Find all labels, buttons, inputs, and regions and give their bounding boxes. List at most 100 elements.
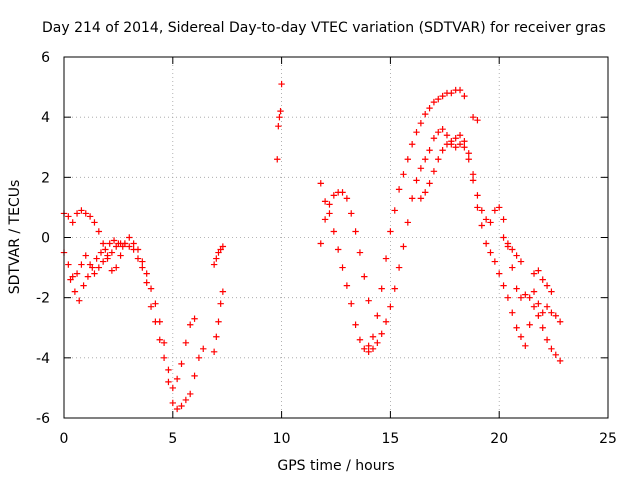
data-point	[387, 303, 394, 310]
data-point	[526, 294, 533, 301]
data-point	[382, 318, 390, 325]
data-point	[215, 318, 222, 325]
data-point	[219, 288, 227, 295]
data-point	[78, 207, 85, 214]
data-point	[99, 258, 107, 265]
data-point	[465, 156, 472, 163]
data-point	[178, 360, 185, 368]
data-point	[500, 282, 507, 289]
data-point	[478, 222, 485, 229]
data-point	[443, 141, 451, 148]
data-point	[187, 321, 194, 328]
data-point	[130, 240, 137, 247]
data-point	[113, 264, 120, 271]
data-point	[500, 216, 507, 223]
data-point	[182, 396, 190, 404]
data-point	[210, 348, 218, 356]
data-point	[535, 312, 542, 319]
data-point	[522, 291, 529, 298]
data-point	[169, 384, 176, 392]
data-point	[426, 147, 433, 154]
data-point	[422, 110, 429, 118]
data-point	[182, 339, 190, 346]
data-point	[522, 342, 529, 349]
data-point	[517, 333, 525, 340]
data-point	[147, 285, 155, 292]
data-point	[548, 288, 555, 295]
data-point	[169, 399, 176, 407]
data-point	[430, 168, 438, 175]
data-point	[543, 303, 551, 310]
data-point	[535, 267, 542, 274]
data-point	[482, 216, 490, 223]
data-point	[400, 243, 407, 250]
data-point	[539, 309, 546, 316]
data-point	[139, 258, 146, 265]
data-point	[119, 243, 126, 250]
data-point	[321, 198, 329, 205]
data-point	[469, 113, 477, 121]
data-point	[422, 156, 429, 163]
data-point	[474, 204, 481, 211]
data-point	[530, 288, 538, 295]
data-point	[352, 228, 359, 235]
x-tick-label: 15	[381, 431, 399, 447]
data-point	[369, 333, 377, 340]
data-point	[82, 210, 89, 217]
data-point	[526, 321, 533, 328]
data-point	[213, 255, 220, 262]
data-points	[60, 80, 564, 413]
data-point	[80, 282, 87, 289]
data-point	[395, 264, 403, 271]
data-point	[108, 249, 116, 256]
data-point	[539, 276, 546, 283]
data-point	[374, 339, 381, 346]
data-point	[97, 249, 105, 256]
data-point	[160, 354, 168, 362]
data-point	[343, 195, 351, 202]
data-point	[452, 135, 459, 142]
data-point	[443, 132, 451, 139]
data-point	[426, 104, 433, 112]
data-point	[461, 138, 468, 145]
chart-title: Day 214 of 2014, Sidereal Day-to-day VTE…	[42, 20, 606, 36]
x-tick-label: 25	[599, 431, 617, 447]
data-point	[369, 345, 377, 353]
series-track-l	[500, 234, 525, 265]
data-point	[482, 240, 490, 247]
data-point	[387, 228, 394, 235]
data-point	[478, 207, 485, 214]
data-point	[93, 255, 100, 262]
y-tick-label: -6	[36, 411, 50, 427]
data-point	[274, 156, 281, 163]
data-point	[382, 255, 390, 262]
y-tick-label: -2	[36, 291, 50, 307]
data-point	[548, 345, 555, 353]
data-point	[435, 156, 442, 163]
data-point	[326, 201, 333, 208]
data-point	[200, 345, 207, 353]
y-axis-label: SDTVAR / TECUs	[7, 180, 23, 295]
data-point	[352, 321, 359, 328]
data-point	[65, 261, 72, 268]
data-point	[404, 219, 412, 226]
data-point	[461, 92, 468, 100]
data-point	[217, 300, 224, 307]
data-point	[95, 264, 103, 271]
data-point	[517, 258, 525, 265]
data-point	[219, 243, 227, 250]
data-point	[348, 210, 355, 217]
series-track-c	[67, 237, 126, 304]
data-point	[413, 177, 420, 184]
data-point	[339, 189, 346, 196]
data-point	[552, 351, 559, 359]
data-point	[491, 258, 499, 265]
data-point	[69, 219, 76, 226]
y-tick-label: 4	[41, 110, 50, 126]
data-point	[391, 285, 398, 292]
data-point	[106, 240, 113, 247]
data-point	[504, 240, 512, 247]
data-point	[417, 195, 425, 202]
data-point	[500, 234, 507, 241]
